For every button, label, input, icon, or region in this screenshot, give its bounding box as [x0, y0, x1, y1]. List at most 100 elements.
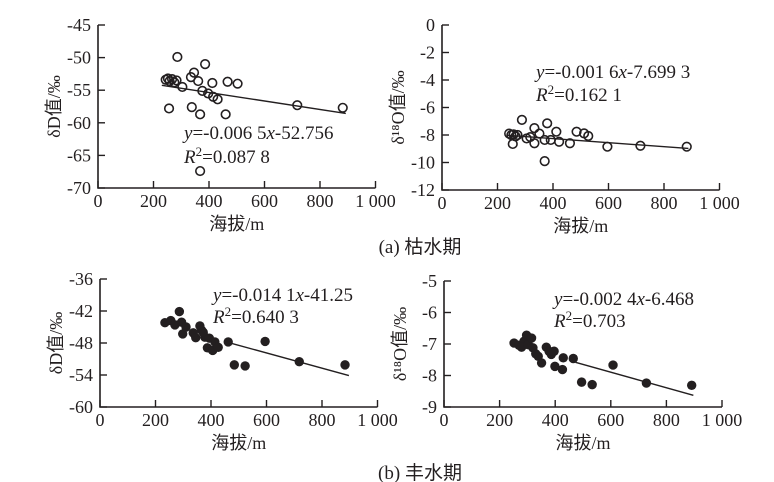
y-tick-label: -45 [67, 15, 91, 35]
data-point [539, 134, 550, 146]
y-tick-label: 0 [426, 15, 435, 35]
y-tick-label: -2 [420, 43, 435, 63]
y-axis-title: δD值/‰ [46, 312, 66, 374]
data-point [232, 78, 243, 89]
x-tick-label: 600 [597, 410, 624, 430]
x-tick-label: 1 000 [357, 410, 398, 430]
data-point [177, 81, 188, 93]
caption-b: (b) 丰水期 [378, 463, 462, 482]
y-tick-label: -4 [420, 70, 435, 90]
y-tick-label: -70 [67, 178, 91, 198]
x-tick-label: 800 [307, 191, 334, 211]
data-point [635, 140, 646, 151]
y-tick-label: -55 [67, 80, 91, 100]
r-squared-label: R2=0.640 3 [212, 304, 299, 328]
data-point [545, 134, 556, 146]
data-point [526, 333, 537, 343]
y-axis-title: δD值/‰ [44, 75, 64, 137]
x-axis-title: 海拔/m [209, 214, 264, 234]
y-tick-label: -6 [420, 98, 435, 118]
data-point [198, 327, 208, 338]
y-tick-label: -50 [67, 48, 91, 68]
data-point [587, 379, 597, 390]
data-point [200, 59, 211, 70]
r-squared-label: R2=0.087 8 [183, 144, 270, 168]
x-tick-label: 800 [309, 410, 336, 430]
y-tick-label: -48 [69, 333, 93, 353]
x-tick-label: 400 [540, 193, 567, 213]
data-point [536, 358, 547, 368]
r-squared-label: R2=0.162 1 [535, 82, 622, 106]
y-tick-label: -65 [67, 145, 91, 165]
x-tick-label: 200 [486, 410, 513, 430]
data-point [169, 77, 180, 88]
caption-a: (a) 枯水期 [378, 237, 462, 258]
y-tick-label: -42 [69, 301, 93, 321]
y-axis-title: δ¹⁸O值/‰ [388, 70, 408, 144]
r-squared-label: R2=0.703 [553, 308, 626, 332]
data-point [292, 100, 303, 111]
data-point [294, 356, 304, 367]
data-point [564, 138, 576, 149]
data-point [195, 165, 206, 177]
data-point [229, 360, 240, 370]
subplot-b-d18O: -5 -6 -7 -8 -90 200 400 600 800 1 000 海拔/m δ¹⁸O值/‰ y… [390, 271, 742, 453]
data-point [551, 126, 562, 137]
y-tick-label: -9 [422, 397, 437, 417]
data-point [602, 141, 613, 152]
x-tick-label: 600 [253, 410, 280, 430]
x-tick-label: 200 [484, 193, 511, 213]
data-point [172, 51, 183, 63]
data-point [240, 361, 250, 371]
data-point [507, 138, 518, 150]
x-tick-label: 600 [251, 191, 278, 211]
data-point [608, 360, 618, 370]
data-point [529, 123, 540, 134]
data-point [260, 336, 270, 347]
y-tick-label: -54 [69, 365, 93, 385]
data-point [681, 141, 692, 152]
x-tick-label: 800 [651, 193, 678, 213]
x-tick-label: 1 000 [355, 191, 396, 211]
x-axis-title: 海拔/m [211, 433, 266, 453]
x-tick-label: 400 [542, 410, 569, 430]
x-tick-label: 0 [438, 193, 447, 213]
data-point [542, 118, 553, 129]
data-point [197, 85, 208, 96]
data-point [193, 75, 204, 87]
y-tick-label: -12 [411, 180, 435, 200]
y-tick-label: -36 [69, 269, 93, 289]
data-point [576, 377, 587, 387]
trendline [161, 84, 346, 115]
data-point [223, 337, 233, 347]
y-tick-label: -10 [411, 153, 435, 173]
y-axis-title: δ¹⁸O值/‰ [390, 307, 410, 381]
data-point [558, 353, 568, 363]
data-point [534, 128, 545, 139]
data-point [641, 378, 652, 388]
data-point [212, 94, 223, 105]
x-axis-title: 海拔/m [555, 433, 610, 453]
data-point [163, 103, 175, 114]
data-point [340, 360, 350, 370]
x-tick-label: 800 [653, 410, 680, 430]
subplot-a-d18O: 0-2-4-6-8-10-120 200 400 600 800 1 000海拔/mδ¹⁸… [388, 15, 740, 236]
equation-label: y=-0.014 1x-41.25 [211, 285, 353, 306]
subplot-b-dD: -36 -42 -48 -54 -600 200 400 600 800 1 000 海拔/m δD值… [46, 269, 398, 453]
data-point [174, 306, 185, 317]
data-point [583, 130, 594, 142]
y-tick-label: -8 [422, 366, 437, 386]
equation-label: y=-0.002 4x-6.468 [552, 289, 694, 310]
x-tick-label: 0 [96, 410, 105, 430]
x-tick-label: 0 [94, 191, 103, 211]
data-point [529, 138, 540, 149]
data-point [177, 329, 188, 339]
data-point [337, 102, 348, 113]
x-tick-label: 600 [595, 193, 622, 213]
data-point [220, 109, 231, 120]
trendline [226, 341, 350, 377]
data-point [539, 156, 550, 167]
data-point [512, 129, 523, 141]
x-tick-label: 400 [196, 191, 223, 211]
